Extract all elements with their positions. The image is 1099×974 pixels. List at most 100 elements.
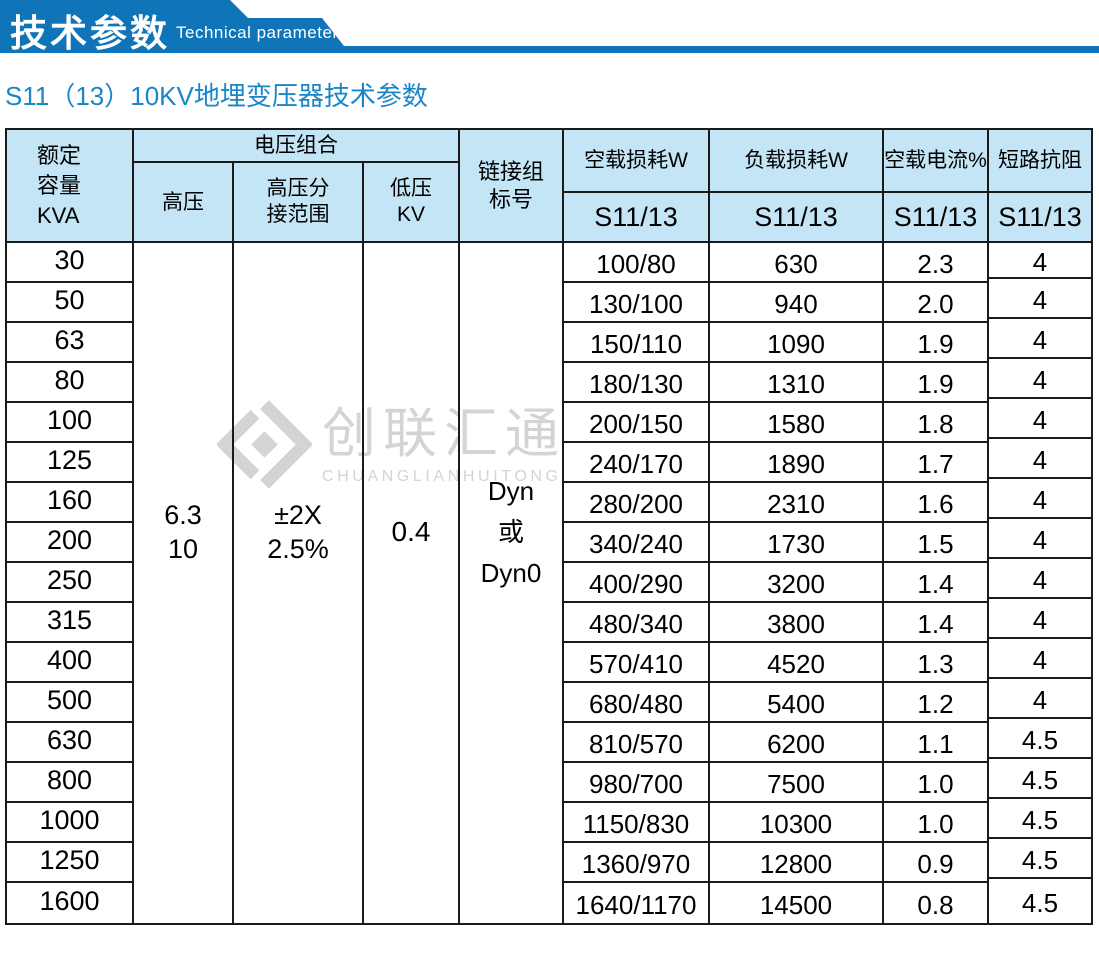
header-hv-tap-range: 高压分 接范围 xyxy=(234,163,364,243)
no_load_loss-cell: 1640/1170 xyxy=(575,890,697,920)
sc_impedance-cell: 4 xyxy=(989,519,1091,559)
no_load_loss-cell: 980/700 xyxy=(564,763,708,803)
no_load_current-cell: 1.0 xyxy=(884,763,987,803)
column-no-load-loss: 100/80 130/100 150/110 180/130 200/150 240/17… xyxy=(564,243,710,923)
load_loss-cell: 12800 xyxy=(710,843,882,883)
header-model-sc-impedance: S11/13 xyxy=(989,193,1091,243)
load_loss-cell: 940 xyxy=(710,283,882,323)
no_load_current-cell: 1.5 xyxy=(884,523,987,563)
merged-high-voltage: 6.3 10 xyxy=(134,243,234,923)
capacity-cell: 1600 xyxy=(39,885,100,916)
header-voltage-group: 电压组合 xyxy=(134,130,460,163)
load_loss-cell: 1090 xyxy=(710,323,882,363)
column-load-loss: 630 940 1090 1310 1580 1890 2310 1730 3200 3800 45… xyxy=(710,243,884,923)
load_loss-cell: 2310 xyxy=(710,483,882,523)
no_load_current-cell: 1.1 xyxy=(884,723,987,763)
watermark-name-en: CHUANGLIANHUITONG xyxy=(322,467,562,485)
watermark: 创联汇通 CHUANGLIANHUITONG xyxy=(217,397,566,492)
header-line: 容量 xyxy=(37,172,82,198)
banner-ribbon xyxy=(0,0,1099,53)
no_load_loss-cell: 400/290 xyxy=(564,563,708,603)
no_load_loss-cell: 150/110 xyxy=(564,323,708,363)
merged-line: 10 xyxy=(167,534,199,564)
capacity-cell: 63 xyxy=(7,323,132,363)
sc_impedance-cell: 4 xyxy=(989,439,1091,479)
sc_impedance-cell: 4 xyxy=(989,243,1091,279)
banner-title: 技术参数 xyxy=(10,13,170,54)
header-rated-capacity: 额定 容量 KVA xyxy=(7,130,134,243)
merged-line: Dyn0 xyxy=(480,557,542,588)
capacity-cell: 250 xyxy=(7,563,132,603)
no_load_current-cell: 1.6 xyxy=(884,483,987,523)
load_loss-cell: 14500 xyxy=(759,890,833,920)
sc_impedance-cell: 4 xyxy=(989,559,1091,599)
watermark-name-cn: 创联汇通 xyxy=(322,403,566,464)
header-line: KV xyxy=(396,203,425,226)
header-no-load-current: 空载电流% xyxy=(884,130,989,193)
watermark-text: 创联汇通 CHUANGLIANHUITONG xyxy=(322,404,566,486)
no_load_loss-cell: 1150/830 xyxy=(564,803,708,843)
load_loss-cell: 7500 xyxy=(710,763,882,803)
column-no-load-current: 2.3 2.0 1.9 1.9 1.8 1.7 1.6 1.5 1.4 1.4 1.3 1.2 1.1 1… xyxy=(884,243,989,923)
no_load_current-cell: 1.7 xyxy=(884,443,987,483)
header-model-no-load-loss: S11/13 xyxy=(564,193,710,243)
sc_impedance-cell: 4 xyxy=(989,399,1091,439)
capacity-cell: 100 xyxy=(7,403,132,443)
no_load_current-cell: 0.9 xyxy=(884,843,987,883)
merged-line: ±2X xyxy=(274,500,322,530)
sc_impedance-cell: 4.5 xyxy=(989,719,1091,759)
capacity-cell: 200 xyxy=(7,523,132,563)
header-load-loss: 负载损耗W xyxy=(710,130,884,193)
no_load_current-cell: 1.2 xyxy=(884,683,987,723)
header-line: KVA xyxy=(37,202,80,228)
merged-low-voltage: 0.4 xyxy=(364,243,460,923)
header-line: 链接组 xyxy=(477,158,544,184)
diamond-logo-icon xyxy=(217,400,312,489)
load_loss-cell: 3200 xyxy=(710,563,882,603)
load_loss-cell: 3800 xyxy=(710,603,882,643)
sc_impedance-cell: 4 xyxy=(989,599,1091,639)
no_load_loss-cell: 100/80 xyxy=(564,243,708,283)
column-rated-capacity: 30 50 63 80 100 125 160 200 250 315 400 500 630 800 10… xyxy=(7,243,134,923)
load_loss-cell: 4520 xyxy=(710,643,882,683)
merged-line: 或 xyxy=(497,516,524,547)
sc_impedance-cell: 4 xyxy=(989,679,1091,719)
sc_impedance-cell: 4.5 xyxy=(989,759,1091,799)
load_loss-cell: 10300 xyxy=(710,803,882,843)
no_load_current-cell: 1.9 xyxy=(884,363,987,403)
load_loss-cell: 1310 xyxy=(710,363,882,403)
merged-line: Dyn xyxy=(487,475,535,506)
capacity-cell: 1250 xyxy=(7,843,132,883)
sc_impedance-cell: 4 xyxy=(989,319,1091,359)
capacity-cell: 160 xyxy=(7,483,132,523)
header-line: 高压分 xyxy=(266,177,330,200)
no_load_loss-cell: 1360/970 xyxy=(564,843,708,883)
capacity-cell: 315 xyxy=(7,603,132,643)
no_load_loss-cell: 240/170 xyxy=(564,443,708,483)
merged-line: 2.5% xyxy=(267,534,329,564)
no_load_current-cell: 1.4 xyxy=(884,603,987,643)
no_load_current-cell: 1.3 xyxy=(884,643,987,683)
merged-line: 6.3 xyxy=(164,500,202,530)
no_load_loss-cell: 180/130 xyxy=(564,363,708,403)
header-no-load-loss: 空载损耗W xyxy=(564,130,710,193)
capacity-cell: 1000 xyxy=(7,803,132,843)
no_load_current-cell: 1.9 xyxy=(884,323,987,363)
no_load_current-cell: 1.4 xyxy=(884,563,987,603)
header-connection-group: 链接组 标号 xyxy=(460,130,564,243)
load_loss-cell: 5400 xyxy=(710,683,882,723)
banner-subtitle: Technical parameter xyxy=(176,23,339,42)
sc_impedance-cell: 4 xyxy=(989,639,1091,679)
no_load_loss-cell: 810/570 xyxy=(564,723,708,763)
header-line: 额定 xyxy=(37,142,82,168)
capacity-cell: 630 xyxy=(7,723,132,763)
parameters-table: 创联汇通 CHUANGLIANHUITONG 额定 容量 KVA 电压组合 高压… xyxy=(5,128,1093,925)
no_load_loss-cell: 340/240 xyxy=(564,523,708,563)
load_loss-cell: 630 xyxy=(710,243,882,283)
sc_impedance-cell: 4.5 xyxy=(1021,888,1059,918)
no_load_current-cell: 0.8 xyxy=(917,890,954,920)
column-sc-impedance: 4 4 4 4 4 4 4 4 4 4 4 4 4.5 4.5 4.5 4.5 4.5 xyxy=(989,243,1091,923)
capacity-cell: 125 xyxy=(7,443,132,483)
no_load_current-cell: 2.0 xyxy=(884,283,987,323)
no_load_loss-cell: 200/150 xyxy=(564,403,708,443)
